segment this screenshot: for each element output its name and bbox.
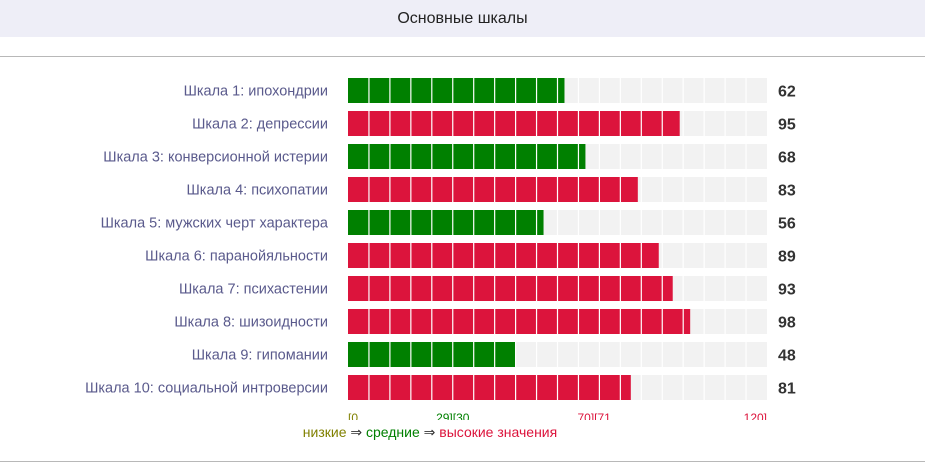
scales-bar-chart: Шкала 1: ипохондрии 62 Шкала 2: депрессии 9… [85, 78, 796, 420]
bar [348, 210, 544, 235]
value-label: 56 [778, 216, 796, 233]
category-label: Шкала 10: социальной интроверсии [85, 381, 328, 397]
value-label: 68 [778, 150, 796, 167]
bar [348, 309, 691, 334]
divider-bottom [0, 461, 925, 462]
category-label: Шкала 3: конверсионной истерии [103, 150, 328, 166]
tick-label: 120] [744, 411, 767, 420]
value-label: 95 [778, 117, 796, 134]
category-label: Шкала 4: психопатии [187, 183, 328, 199]
category-label: Шкала 9: гипомании [192, 348, 328, 364]
value-label: 62 [778, 84, 796, 101]
category-label: Шкала 5: мужских черт характера [101, 216, 329, 232]
legend-arrow-1: ⇒ [350, 424, 363, 440]
category-label: Шкала 8: шизоидности [174, 315, 328, 331]
bar [348, 177, 638, 202]
value-label: 83 [778, 183, 796, 200]
bar [348, 375, 631, 400]
tick-label: 70][71 [577, 411, 611, 420]
legend-low: низкие [302, 424, 347, 440]
section-title: Основные шкалы [397, 9, 528, 27]
chart-legend: низкие ⇒ средние ⇒ высокие значения [0, 424, 860, 441]
bar [348, 111, 680, 136]
legend-high: высокие значения [439, 424, 558, 440]
legend-average: средние [366, 424, 420, 440]
value-label: 98 [778, 315, 796, 332]
divider-top [0, 56, 925, 57]
category-label: Шкала 7: психастении [179, 282, 328, 298]
category-label: Шкала 2: депрессии [192, 117, 328, 133]
value-label: 89 [778, 249, 796, 266]
legend-arrow-2: ⇒ [423, 424, 436, 440]
tick-label: [0 [348, 411, 358, 420]
value-label: 93 [778, 282, 796, 299]
category-label: Шкала 1: ипохондрии [184, 84, 328, 100]
section-header: Основные шкалы [0, 0, 925, 37]
bar [348, 243, 659, 268]
value-label: 81 [778, 381, 796, 398]
bar [348, 144, 586, 169]
tick-label: 29][30 [436, 411, 470, 420]
value-label: 48 [778, 348, 796, 365]
bar [348, 276, 673, 301]
bar [348, 78, 565, 103]
category-label: Шкала 6: паранойяльности [145, 249, 328, 265]
